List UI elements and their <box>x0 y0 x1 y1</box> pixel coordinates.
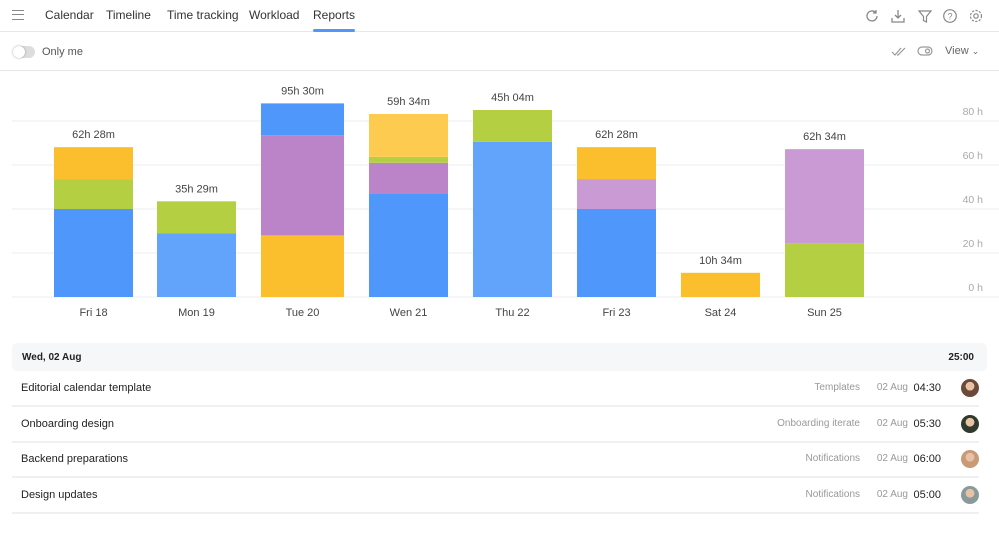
filter-bar: Only me View ⌄ <box>0 33 999 71</box>
y-tick-label: 40 h <box>963 194 984 206</box>
bar-segment <box>577 209 656 297</box>
bar-total-label: 62h 28m <box>595 129 638 141</box>
bar-segment <box>785 243 864 297</box>
help-icon[interactable]: ? <box>942 8 958 24</box>
x-tick-label: Mon 19 <box>178 307 215 319</box>
entry-hours: 05:00 <box>913 488 941 501</box>
avatar[interactable] <box>961 450 979 468</box>
bar-total-label: 10h 34m <box>699 255 742 267</box>
top-nav: Calendar Timeline Time tracking Workload… <box>0 0 999 32</box>
stacked-bar-chart: 0 h 20 h 40 h 60 h 80 h 62h 28m Fri 18 35h 29m M… <box>12 85 999 319</box>
entry-date: 02 Aug <box>876 382 908 393</box>
bar-total-label: 45h 04m <box>491 92 534 104</box>
bar-segment <box>157 233 236 297</box>
bar-segment <box>369 156 448 163</box>
day-date: Wed, 02 Aug <box>22 352 82 363</box>
y-tick-label: 20 h <box>963 238 984 250</box>
entry-date: 02 Aug <box>876 417 908 429</box>
y-tick-label: 80 h <box>963 106 984 118</box>
bar-total-label: 59h 34m <box>387 96 430 108</box>
list-item[interactable]: Editorial calendar template Templates 02… <box>12 371 979 407</box>
avatar[interactable] <box>961 379 979 397</box>
entry-date: 02 Aug <box>876 453 908 464</box>
y-tick-label: 60 h <box>963 150 984 162</box>
entry-hours: 06:00 <box>913 453 941 465</box>
only-me-toggle[interactable] <box>13 46 35 58</box>
bar-total-label: 62h 34m <box>803 131 846 143</box>
bar-segment <box>54 209 133 297</box>
entry-date: 02 Aug <box>876 488 908 500</box>
bar-segment <box>54 179 133 209</box>
entry-hours: 04:30 <box>913 382 941 394</box>
bar-segment <box>577 147 656 180</box>
avatar[interactable] <box>961 485 979 504</box>
bar-total-label: 62h 28m <box>72 129 115 141</box>
bar-segment <box>473 141 552 297</box>
task-name: Backend preparations <box>21 453 129 465</box>
bar-segment <box>785 149 864 244</box>
task-name: Design updates <box>21 488 98 501</box>
x-tick-label: Wen 21 <box>390 307 428 319</box>
bar-total-label: 95h 30m <box>281 85 324 97</box>
bar-segment <box>261 103 344 136</box>
project-name: Notifications <box>805 453 860 464</box>
tab-time-tracking[interactable]: Time tracking <box>167 8 239 22</box>
tab-timeline[interactable]: Timeline <box>106 8 151 22</box>
double-check-icon[interactable] <box>891 44 907 58</box>
view-dropdown[interactable]: View ⌄ <box>945 45 979 57</box>
bar-segment <box>473 110 552 142</box>
avatar[interactable] <box>961 414 979 433</box>
tab-calendar[interactable]: Calendar <box>45 8 94 22</box>
list-item[interactable]: Backend preparations Notifications 02 Au… <box>12 442 979 478</box>
view-label: View <box>945 45 969 57</box>
list-item[interactable]: Onboarding design Onboarding iterate 02 … <box>12 407 979 443</box>
tab-reports[interactable]: Reports <box>313 8 356 32</box>
day-total: 25:00 <box>948 352 974 363</box>
bar-segment <box>681 272 760 297</box>
list-item[interactable]: Design updates Notifications 02 Aug 05:0… <box>12 478 979 514</box>
chevron-down-icon: ⌄ <box>971 46 980 56</box>
bar-segment <box>157 201 236 234</box>
download-icon[interactable] <box>890 8 906 24</box>
bar-segment <box>261 235 344 297</box>
task-name: Editorial calendar template <box>21 382 152 394</box>
tab-workload[interactable]: Workload <box>249 8 300 22</box>
x-tick-label: Tue 20 <box>286 307 320 319</box>
project-name: Onboarding iterate <box>777 417 860 429</box>
menu-icon[interactable] <box>12 10 24 20</box>
x-tick-label: Fri 18 <box>79 307 107 319</box>
svg-text:?: ? <box>947 12 952 22</box>
x-tick-label: Fri 23 <box>602 307 630 319</box>
x-tick-label: Sat 24 <box>705 307 737 319</box>
bar-segment <box>261 135 344 236</box>
task-name: Onboarding design <box>21 417 114 430</box>
day-header: Wed, 02 Aug 25:00 <box>12 343 987 371</box>
only-me-label: Only me <box>42 46 83 58</box>
project-name: Notifications <box>805 488 860 500</box>
x-tick-label: Sun 25 <box>807 307 842 319</box>
x-tick-label: Thu 22 <box>495 307 529 319</box>
entry-hours: 05:30 <box>913 417 941 430</box>
bar-segment <box>369 193 448 297</box>
project-name: Templates <box>814 382 860 393</box>
settings-icon[interactable] <box>968 8 984 24</box>
bar-segment <box>54 147 133 180</box>
bar-segment <box>369 162 448 194</box>
filter-icon[interactable] <box>917 8 933 24</box>
bar-segment <box>577 179 656 209</box>
toggle-view-icon[interactable] <box>917 44 933 58</box>
bar-segment <box>369 113 448 157</box>
bar-total-label: 35h 29m <box>175 183 218 195</box>
y-tick-label: 0 h <box>968 282 983 294</box>
refresh-icon[interactable] <box>864 8 880 24</box>
